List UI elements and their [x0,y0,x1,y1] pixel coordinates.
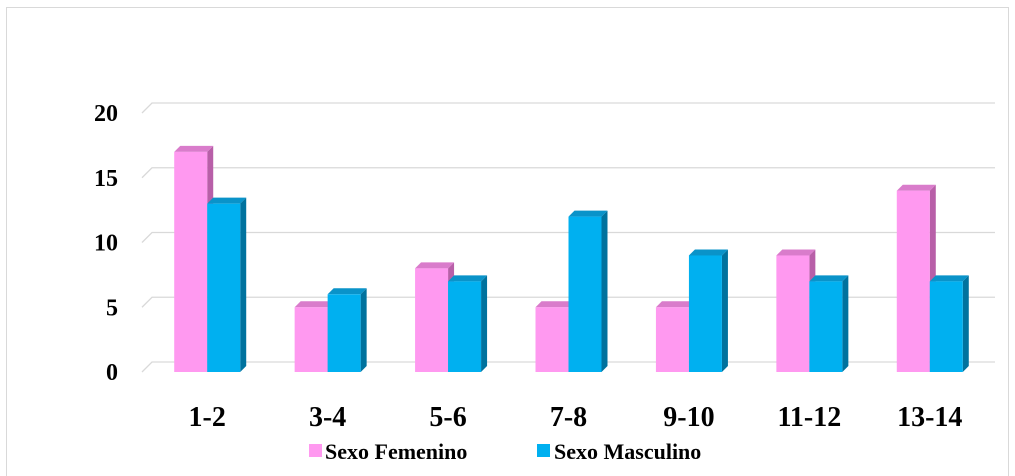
bar-sexo-masculino-13-14 [929,275,969,372]
x-tick-label: 9-10 [663,402,714,433]
bar-sexo-masculino-1-2 [207,197,247,372]
y-tick-label: 20 [94,101,118,127]
x-tick-label: 3-4 [309,402,346,433]
legend-label-sexo-masculino: Sexo Masculino [554,439,701,464]
y-axis-tick-labels: 0 5 10 15 20 [94,101,118,386]
bar-sexo-masculino-9-10 [688,249,728,372]
chart-frame [6,7,1009,476]
x-tick-label: 11-12 [777,402,841,433]
bar-sexo-masculino-5-6 [448,275,488,372]
y-tick-label: 10 [94,231,118,257]
bars [174,145,969,372]
x-axis-tick-labels: 1-2 3-4 5-6 7-8 9-10 11-12 13-14 [189,402,963,433]
x-tick-label: 13-14 [897,402,962,433]
y-tick-label: 15 [94,166,118,192]
y-tick-label: 5 [106,295,118,321]
gridline [141,102,995,114]
x-tick-label: 1-2 [189,402,226,433]
gridline [141,231,995,243]
bar-sexo-masculino-7-8 [568,210,608,372]
y-tick-label: 0 [106,360,118,386]
gridline [141,167,995,179]
x-tick-label: 7-8 [550,402,587,433]
legend-swatch-sexo-masculino [537,444,550,457]
legend: Sexo Femenino Sexo Masculino [309,439,701,464]
bar-sexo-masculino-3-4 [327,288,367,372]
bar-sexo-masculino-11-12 [809,275,849,372]
x-tick-label: 5-6 [429,402,466,433]
legend-label-sexo-femenino: Sexo Femenino [325,439,467,464]
bar-sexo-femenino-13-14 [896,184,936,372]
legend-swatch-sexo-femenino [309,444,322,457]
